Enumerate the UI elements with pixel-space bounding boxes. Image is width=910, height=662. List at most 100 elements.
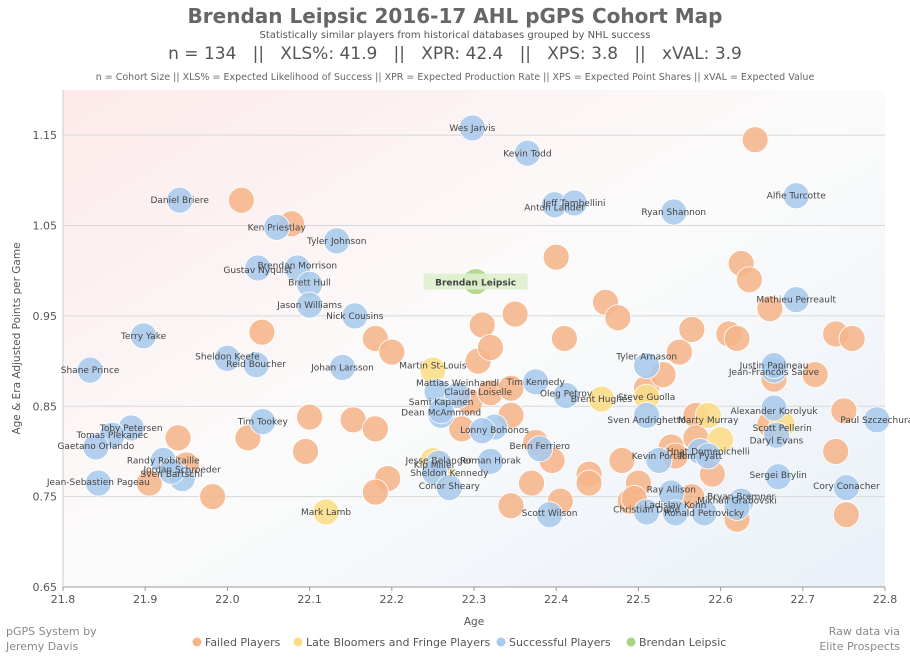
successful-point xyxy=(458,114,486,142)
y-tick-label: 0.95 xyxy=(33,310,58,323)
failed-point xyxy=(477,334,504,361)
failed-point xyxy=(164,424,192,452)
failed-point xyxy=(604,304,632,332)
footer-left-line1: pGPS System by xyxy=(6,625,97,638)
successful-point xyxy=(341,302,369,330)
stats-definitions: n = Cohort Size || XLS% = Expected Likel… xyxy=(95,72,815,83)
player-label: Ken Priestlay xyxy=(248,223,307,233)
successful-point xyxy=(82,433,110,461)
failed-point xyxy=(542,243,570,271)
successful-point xyxy=(76,356,104,384)
failed-point xyxy=(292,438,319,465)
player-label: Sergei Brylin xyxy=(749,471,806,481)
successful-point xyxy=(522,368,550,396)
successful-point xyxy=(832,474,860,502)
successful-point xyxy=(760,352,788,380)
legend-marker xyxy=(293,637,303,647)
player-label: Cory Conacher xyxy=(813,482,880,492)
player-label: Daniel Briere xyxy=(150,196,209,206)
cohort-stats: n = 134 || XLS%: 41.9 || XPR: 42.4 || XP… xyxy=(168,44,742,64)
legend-marker xyxy=(192,637,202,647)
failed-point xyxy=(801,361,829,389)
player-label: Ladislav Kohn xyxy=(644,501,706,511)
player-label: Scott Wilson xyxy=(522,509,578,519)
player-label: Toby Petersen xyxy=(99,424,163,434)
player-label: Tim Tookey xyxy=(237,418,289,428)
player-label: Jason Williams xyxy=(276,301,342,311)
failed-point xyxy=(497,492,525,520)
legend-label: Failed Players xyxy=(205,636,281,649)
player-label: Mikhail Grabovski xyxy=(697,496,777,506)
player-label: Christian Dube xyxy=(613,505,680,515)
legend-label: Brendan Leipsic xyxy=(639,636,726,649)
player-label: Mathieu Perreault xyxy=(756,296,836,306)
player-label: Benn Ferriero xyxy=(510,442,571,452)
failed-point xyxy=(468,311,496,339)
player-label: Nick Cousins xyxy=(326,312,384,322)
y-tick-label: 0.85 xyxy=(33,400,58,413)
failed-point xyxy=(666,338,693,366)
player-label: Terry Yake xyxy=(120,332,167,342)
data-points xyxy=(76,114,891,533)
player-label: Tom Pyatt xyxy=(677,452,723,462)
x-tick-label: 21.9 xyxy=(133,593,158,606)
late-point xyxy=(588,385,615,413)
failed-point xyxy=(830,397,858,425)
player-label: Kevin Porter xyxy=(632,452,687,462)
plot-background xyxy=(63,90,885,587)
player-label: Mattias Weinhandl xyxy=(416,379,499,389)
successful-point xyxy=(427,397,455,425)
player-label: Ronald Petrovicky xyxy=(664,509,744,519)
player-label: Ray Allison xyxy=(647,485,696,495)
successful-point xyxy=(661,499,689,527)
x-tick-label: 22.1 xyxy=(297,593,322,606)
y-axis-label: Age & Era Adjusted Points per Game xyxy=(11,242,23,434)
failed-point xyxy=(518,469,545,497)
successful-point xyxy=(660,198,688,226)
footer-right-line2: Elite Prospects xyxy=(819,640,900,653)
successful-point xyxy=(760,394,788,422)
successful-point xyxy=(263,213,291,241)
successful-point xyxy=(468,417,496,445)
player-label: Jeff Tambellini xyxy=(542,199,606,209)
late-point xyxy=(312,498,340,526)
successful-point xyxy=(249,408,277,436)
failed-point xyxy=(832,501,860,529)
y-tick-label: 1.15 xyxy=(33,129,58,142)
failed-point xyxy=(361,415,389,443)
successful-point xyxy=(633,498,661,526)
legend-label: Successful Players xyxy=(509,636,611,649)
successful-point xyxy=(863,406,891,434)
x-tick-label: 22.5 xyxy=(626,593,651,606)
successful-point xyxy=(329,354,356,381)
player-label: Jean-Sebastien Pageau xyxy=(46,478,150,488)
failed-point xyxy=(551,325,578,352)
player-label: Roman Horak xyxy=(460,456,522,466)
x-tick-label: 22.7 xyxy=(791,593,816,606)
legend: Failed Players Late Bloomers and Fringe P… xyxy=(192,636,726,649)
successful-point xyxy=(477,447,504,475)
player-label: Sheldon Keefe xyxy=(195,353,260,363)
successful-point xyxy=(764,463,792,491)
late-point xyxy=(694,401,722,429)
axes: 0.65 0.75 0.85 0.95 1.05 1.15 21.8 21.9 22.0 22.1… xyxy=(11,90,897,628)
x-tick-label: 22.3 xyxy=(462,593,487,606)
player-label: Johan Larsson xyxy=(310,363,374,373)
legend-marker xyxy=(496,637,506,647)
successful-point xyxy=(645,447,673,474)
player-label: Oleg Petrov xyxy=(540,390,593,400)
player-label: Lonny Bohonos xyxy=(460,426,529,436)
player-label: Kip Miller xyxy=(414,461,456,471)
failed-point xyxy=(608,447,636,474)
player-label: Randy Robitaille xyxy=(127,456,200,466)
player-label: Tomas Plekanec xyxy=(76,431,149,441)
player-label: Alfie Turcotte xyxy=(767,192,827,202)
player-label: Jesse Belanger xyxy=(404,456,472,466)
successful-point xyxy=(690,499,718,527)
footer-credit-right: Raw data via Elite Prospects xyxy=(819,624,900,654)
legend-marker xyxy=(626,637,636,647)
player-label: Alexander Korolyuk xyxy=(730,407,818,417)
player-label: Wes Jarvis xyxy=(449,124,495,134)
successful-point xyxy=(633,401,661,429)
